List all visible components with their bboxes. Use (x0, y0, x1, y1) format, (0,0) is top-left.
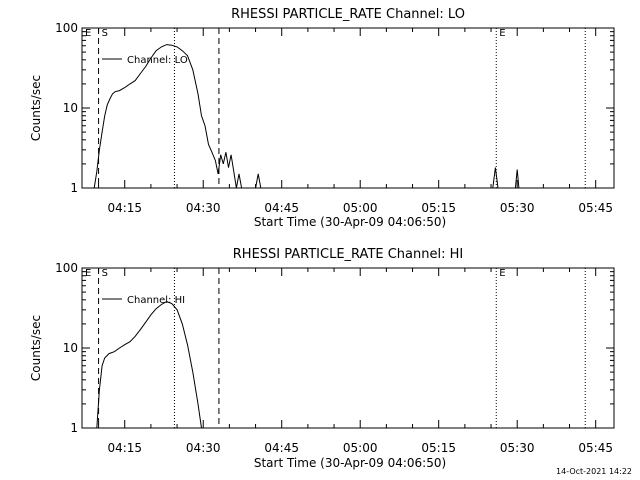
legend-label: Channel: LO (127, 55, 188, 66)
x-tick-label: 05:15 (421, 441, 456, 455)
chart-title: RHESSI PARTICLE_RATE Channel: LO (231, 7, 465, 22)
y-tick-label: 10 (63, 101, 78, 115)
chart-panel-2: RHESSI PARTICLE_RATE Channel: HI Counts/s… (29, 247, 615, 470)
x-tick-label: 04:15 (107, 441, 142, 455)
x-tick-label: 05:00 (343, 441, 378, 455)
x-tick-label: 04:30 (186, 441, 221, 455)
x-tick-label: 05:45 (578, 201, 613, 215)
chart-panel-1: RHESSI PARTICLE_RATE Channel: LO Counts/s… (29, 7, 615, 229)
marker-label: E (499, 28, 505, 39)
x-tick-label: 04:30 (186, 201, 221, 215)
x-tick-label: 05:45 (578, 441, 613, 455)
x-tick-label: 04:45 (264, 441, 299, 455)
chart-title: RHESSI PARTICLE_RATE Channel: HI (233, 247, 463, 262)
x-tick-label: 04:45 (264, 201, 299, 215)
y-tick-label: 100 (55, 261, 78, 275)
series-line (93, 44, 520, 189)
x-tick-label: 04:15 (107, 201, 142, 215)
series-line (96, 301, 202, 429)
x-axis-label: Start Time (30-Apr-09 04:06:50) (254, 215, 446, 229)
x-axis-label: Start Time (30-Apr-09 04:06:50) (254, 456, 446, 470)
y-axis-label: Counts/sec (29, 75, 43, 141)
y-tick-label: 1 (70, 181, 78, 195)
y-tick-label: 1 (70, 421, 78, 435)
y-tick-label: 100 (55, 21, 78, 35)
legend-label: Channel: HI (127, 295, 185, 306)
marker-label: E (499, 268, 505, 279)
x-tick-label: 05:30 (500, 441, 535, 455)
x-tick-label: 05:15 (421, 201, 456, 215)
y-tick-label: 10 (63, 341, 78, 355)
marker-label: E (85, 28, 91, 39)
footer-timestamp: 14-Oct-2021 14:22 (556, 467, 632, 476)
marker-label: S (102, 268, 108, 279)
x-tick-label: 05:00 (343, 201, 378, 215)
y-axis-label: Counts/sec (29, 315, 43, 381)
marker-label: S (102, 28, 108, 39)
marker-label: E (85, 268, 91, 279)
x-tick-label: 05:30 (500, 201, 535, 215)
